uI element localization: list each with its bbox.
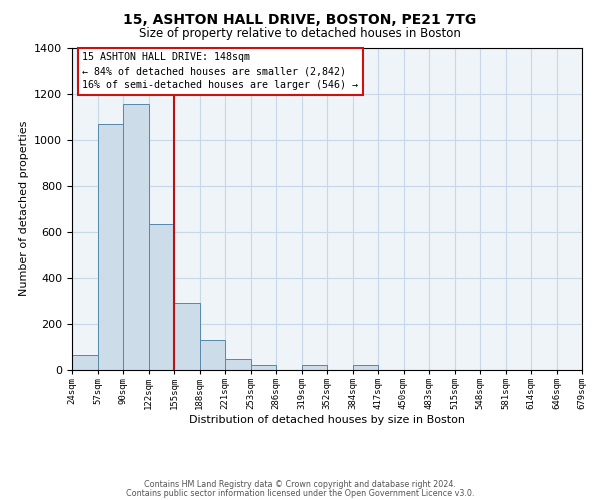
Text: Contains public sector information licensed under the Open Government Licence v3: Contains public sector information licen… (126, 488, 474, 498)
Bar (72, 355, 97, 370)
Bar (225, 359, 251, 370)
Text: Contains HM Land Registry data © Crown copyright and database right 2024.: Contains HM Land Registry data © Crown c… (144, 480, 456, 489)
Text: 15, ASHTON HALL DRIVE, BOSTON, PE21 7TG: 15, ASHTON HALL DRIVE, BOSTON, PE21 7TG (124, 12, 476, 26)
Bar (353, 366, 378, 370)
Bar (149, 224, 174, 370)
Bar (123, 104, 149, 370)
Bar (251, 365, 276, 370)
Bar (97, 124, 123, 370)
Bar (174, 303, 199, 370)
Bar (199, 340, 225, 370)
Text: Size of property relative to detached houses in Boston: Size of property relative to detached ho… (139, 28, 461, 40)
X-axis label: Distribution of detached houses by size in Boston: Distribution of detached houses by size … (189, 415, 465, 425)
Text: 15 ASHTON HALL DRIVE: 148sqm
← 84% of detached houses are smaller (2,842)
16% of: 15 ASHTON HALL DRIVE: 148sqm ← 84% of de… (82, 52, 358, 90)
Y-axis label: Number of detached properties: Number of detached properties (19, 121, 29, 296)
Bar (302, 366, 327, 370)
